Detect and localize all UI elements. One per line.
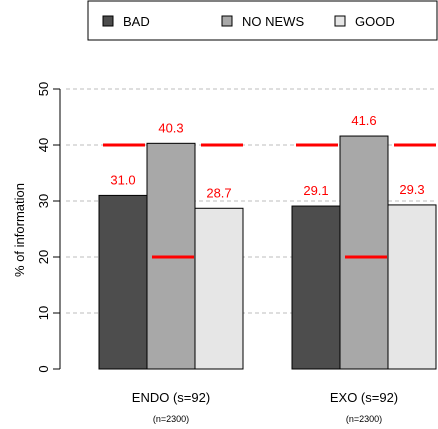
y-axis-label: % of information — [12, 183, 27, 277]
value-label: 41.6 — [351, 113, 376, 128]
y-tick-label: 30 — [36, 194, 51, 208]
group-sublabel: (n=2300) — [153, 414, 189, 424]
x-axis-labels: ENDO (s=92) (n=2300) EXO (s=92) (n=2300) — [132, 390, 398, 424]
group-sublabel: (n=2300) — [346, 414, 382, 424]
value-label: 31.0 — [110, 172, 135, 187]
legend-box — [87, 0, 438, 41]
bar-bad — [291, 205, 341, 370]
bar-good — [194, 207, 244, 370]
legend-swatch-good — [334, 15, 346, 27]
bar-good — [387, 204, 437, 370]
y-axis: % of information 0 10 20 30 40 50 — [12, 82, 61, 373]
y-tick-label: 10 — [36, 306, 51, 320]
legend: BAD NO NEWS GOOD — [87, 0, 438, 41]
group-label: ENDO (s=92) — [132, 390, 210, 405]
bar-bad — [98, 194, 148, 370]
value-label: 40.3 — [158, 120, 183, 135]
bar-no-news — [339, 135, 389, 370]
legend-swatch-no-news — [221, 15, 233, 27]
value-labels: 31.0 29.1 40.3 41.6 28.7 29.3 — [110, 113, 424, 200]
legend-label: NO NEWS — [242, 14, 304, 29]
group-label: EXO (s=92) — [330, 390, 398, 405]
y-tick-label: 50 — [36, 82, 51, 96]
legend-label: BAD — [123, 14, 150, 29]
value-label: 29.1 — [303, 183, 328, 198]
legend-label: GOOD — [355, 14, 395, 29]
reference-lines — [103, 143, 436, 259]
value-label: 28.7 — [206, 185, 231, 200]
legend-swatch-bad — [102, 15, 114, 27]
y-tick-label: 40 — [36, 138, 51, 152]
bars — [98, 135, 437, 370]
y-tick-label: 0 — [36, 365, 51, 372]
y-tick-label: 20 — [36, 250, 51, 264]
value-label: 29.3 — [399, 182, 424, 197]
